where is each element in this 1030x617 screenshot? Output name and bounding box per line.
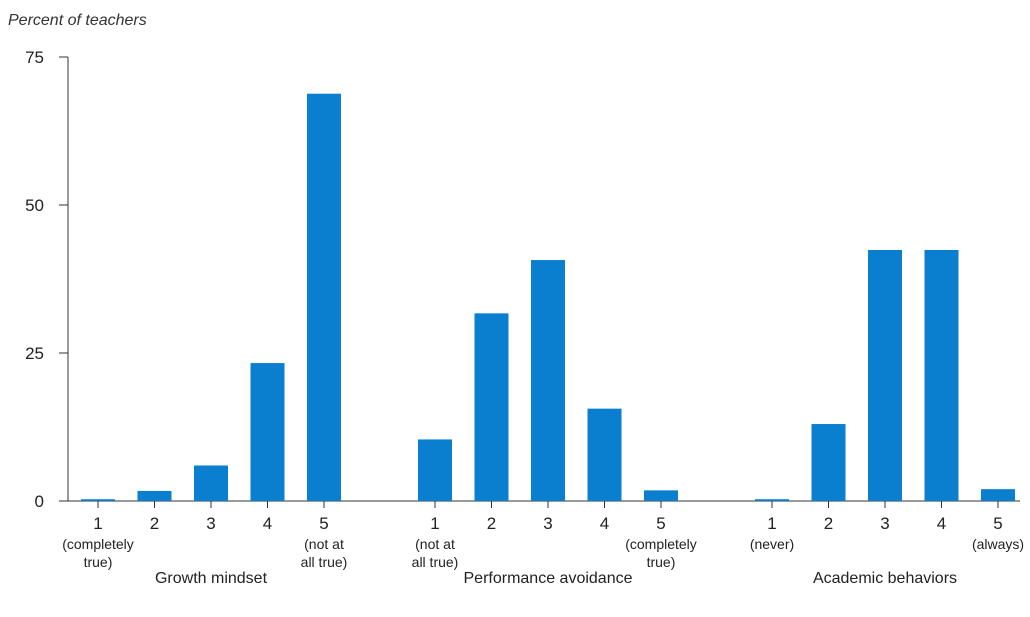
x-tick-label: 5 (993, 514, 1002, 533)
y-tick-label: 75 (25, 48, 44, 67)
x-tick-label: 3 (206, 514, 215, 533)
x-tick-sublabel: (completely (62, 536, 134, 552)
x-tick-sublabel: (never) (750, 536, 794, 552)
bar (755, 499, 789, 501)
bar (644, 490, 678, 501)
x-tick-sublabel: all true) (412, 554, 459, 570)
y-axis-title: Percent of teachers (8, 12, 147, 29)
bar (531, 260, 565, 501)
x-tick-label: 1 (93, 514, 102, 533)
x-tick-sublabel: true) (84, 554, 113, 570)
x-tick-label: 2 (824, 514, 833, 533)
x-tick-sublabel: true) (647, 554, 676, 570)
bar (474, 313, 509, 501)
bar (981, 489, 1015, 501)
x-tick-sublabel: (completely (625, 536, 697, 552)
y-tick-label: 50 (25, 196, 44, 215)
bar (137, 490, 172, 501)
group-label: Growth mindset (155, 570, 268, 587)
x-tick-label: 3 (880, 514, 889, 533)
x-tick-label: 5 (319, 514, 328, 533)
x-tick-label: 1 (430, 514, 439, 533)
x-tick-sublabel: all true) (301, 554, 348, 570)
bar (868, 249, 902, 501)
bar (250, 363, 285, 501)
x-tick-label: 2 (150, 514, 159, 533)
bar (81, 499, 115, 501)
bar (307, 93, 341, 501)
x-tick-label: 4 (937, 514, 946, 533)
bar (194, 465, 228, 501)
x-tick-label: 3 (543, 514, 552, 533)
x-tick-label: 4 (600, 514, 609, 533)
group-label: Performance avoidance (464, 570, 633, 587)
y-tick-label: 25 (25, 344, 44, 363)
bar (811, 424, 846, 501)
bar (418, 439, 452, 501)
bar (587, 408, 622, 501)
x-tick-label: 4 (263, 514, 272, 533)
y-tick-label: 0 (35, 492, 44, 511)
x-tick-sublabel: (not at (415, 536, 455, 552)
x-tick-label: 1 (767, 514, 776, 533)
x-tick-sublabel: (always) (972, 536, 1024, 552)
bar (924, 249, 959, 501)
x-tick-label: 5 (656, 514, 665, 533)
group-label: Academic behaviors (813, 570, 957, 587)
x-tick-sublabel: (not at (304, 536, 344, 552)
x-tick-label: 2 (487, 514, 496, 533)
